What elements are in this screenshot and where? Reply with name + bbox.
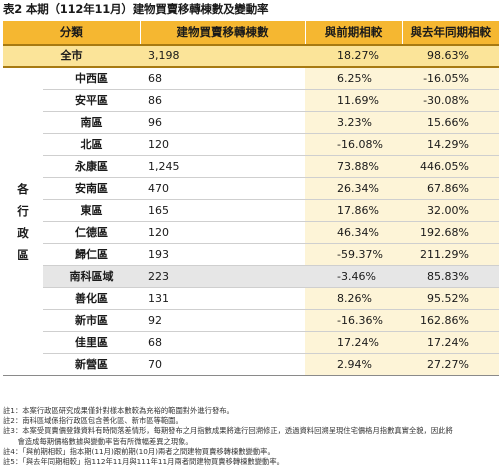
district-yoy: 32.00% <box>402 199 499 222</box>
district-yoy: 95.52% <box>402 287 499 310</box>
district-prev: 17.24% <box>305 331 402 354</box>
district-name: 安南區 <box>43 177 140 200</box>
district-count: 120 <box>140 133 305 156</box>
district-prev: 3.23% <box>305 111 402 134</box>
district-count: 68 <box>140 67 305 90</box>
district-count: 1,245 <box>140 155 305 178</box>
district-name: 南區 <box>43 111 140 134</box>
footnotes: 註1：本案行政區研究成果僅針對樣本數較為充裕的範圍對外進行發布。 註2：南科區域係… <box>3 406 501 467</box>
total-yoy: 98.63% <box>402 45 499 68</box>
total-label: 全市 <box>3 45 140 68</box>
total-row: 全市 3,198 18.27% 98.63% <box>3 45 499 68</box>
district-prev: 2.94% <box>305 353 402 376</box>
district-yoy: 211.29% <box>402 243 499 266</box>
district-name: 北區 <box>43 133 140 156</box>
district-row: 新營區 70 2.94% 27.27% <box>3 353 499 376</box>
district-name: 中西區 <box>43 67 140 90</box>
district-count: 165 <box>140 199 305 222</box>
district-group-label: 各行政區 <box>3 67 43 376</box>
district-row: 南區 96 3.23% 15.66% <box>3 111 499 134</box>
district-yoy: 85.83% <box>402 265 499 288</box>
district-count: 96 <box>140 111 305 134</box>
district-row: 各行政區 中西區 68 6.25% -16.05% <box>3 67 499 376</box>
footnote: 註2：南科區域係指行政區包含善化區、新市區等範圍。 <box>3 416 183 426</box>
footnote: 會造成每期價格數據與變動率皆有所微幅差異之現象。 <box>3 436 193 446</box>
footnote: 註3：本案受買賣價登錄資料有時間落差情形，每期發布之月指數成果將進行回溯修正，透… <box>3 426 453 436</box>
table-title: 表2 本期（112年11月）建物買賣移轉棟數及變動率 <box>3 2 269 16</box>
district-yoy: 17.24% <box>402 331 499 354</box>
district-name: 佳里區 <box>43 331 140 354</box>
district-prev: -59.37% <box>305 243 402 266</box>
header-transfers: 建物買賣移轉棟數 <box>140 21 306 46</box>
district-yoy: -16.05% <box>402 67 499 90</box>
footnote: 註5：「與去年同期相較」指112年11月與111年11月兩者間建物買賣移轉棟數變… <box>3 457 284 467</box>
district-count: 120 <box>140 221 305 244</box>
district-prev: -16.08% <box>305 133 402 156</box>
district-row: 善化區 131 8.26% 95.52% <box>3 287 499 310</box>
total-count: 3,198 <box>140 45 305 68</box>
district-count: 68 <box>140 331 305 354</box>
district-count: 223 <box>140 265 305 288</box>
district-row: 新市區 92 -16.36% 162.86% <box>3 309 499 332</box>
district-name: 南科區域 <box>43 265 140 288</box>
district-prev: 8.26% <box>305 287 402 310</box>
district-count: 70 <box>140 353 305 376</box>
district-prev: -3.46% <box>305 265 402 288</box>
transfer-table: 分類 建物買賣移轉棟數 與前期相較 與去年同期相較 全市 3,198 18.27… <box>3 21 499 376</box>
header-vs-last-year: 與去年同期相較 <box>402 21 499 46</box>
header-row: 分類 建物買賣移轉棟數 與前期相較 與去年同期相較 <box>3 21 499 46</box>
district-yoy: 67.86% <box>402 177 499 200</box>
district-prev: 11.69% <box>305 89 402 112</box>
district-row: 佳里區 68 17.24% 17.24% <box>3 331 499 354</box>
district-yoy: 14.29% <box>402 133 499 156</box>
district-row: 北區 120 -16.08% 14.29% <box>3 133 499 156</box>
total-prev: 18.27% <box>305 45 402 68</box>
district-row: 安南區 470 26.34% 67.86% <box>3 177 499 200</box>
district-row: 永康區 1,245 73.88% 446.05% <box>3 155 499 178</box>
footnote: 註4：「與前期相較」指本期(11月)跟前期(10月)兩者之間建物買賣移轉棟數變動… <box>3 446 275 456</box>
header-vs-prev: 與前期相較 <box>305 21 403 46</box>
district-row: 東區 165 17.86% 32.00% <box>3 199 499 222</box>
district-row: 歸仁區 193 -59.37% 211.29% <box>3 243 499 266</box>
district-row: 仁德區 120 46.34% 192.68% <box>3 221 499 244</box>
special-region-row: 南科區域 223 -3.46% 85.83% <box>3 265 499 288</box>
district-name: 仁德區 <box>43 221 140 244</box>
district-prev: 26.34% <box>305 177 402 200</box>
district-yoy: 446.05% <box>402 155 499 178</box>
district-count: 131 <box>140 287 305 310</box>
district-prev: 6.25% <box>305 67 402 90</box>
district-row: 安平區 86 11.69% -30.08% <box>3 89 499 112</box>
district-name: 新營區 <box>43 353 140 376</box>
district-yoy: 27.27% <box>402 353 499 376</box>
district-yoy: 15.66% <box>402 111 499 134</box>
district-name: 善化區 <box>43 287 140 310</box>
footnote: 註1：本案行政區研究成果僅針對樣本數較為充裕的範圍對外進行發布。 <box>3 406 234 415</box>
district-yoy: 162.86% <box>402 309 499 332</box>
district-yoy: -30.08% <box>402 89 499 112</box>
district-count: 470 <box>140 177 305 200</box>
district-count: 193 <box>140 243 305 266</box>
district-count: 92 <box>140 309 305 332</box>
district-name: 歸仁區 <box>43 243 140 266</box>
district-name: 安平區 <box>43 89 140 112</box>
district-name: 永康區 <box>43 155 140 178</box>
header-category: 分類 <box>3 21 141 46</box>
district-count: 86 <box>140 89 305 112</box>
district-prev: 46.34% <box>305 221 402 244</box>
district-yoy: 192.68% <box>402 221 499 244</box>
district-prev: 17.86% <box>305 199 402 222</box>
district-name: 東區 <box>43 199 140 222</box>
district-prev: 73.88% <box>305 155 402 178</box>
district-prev: -16.36% <box>305 309 402 332</box>
district-name: 新市區 <box>43 309 140 332</box>
district-group-text: 各行政區 <box>17 181 29 262</box>
